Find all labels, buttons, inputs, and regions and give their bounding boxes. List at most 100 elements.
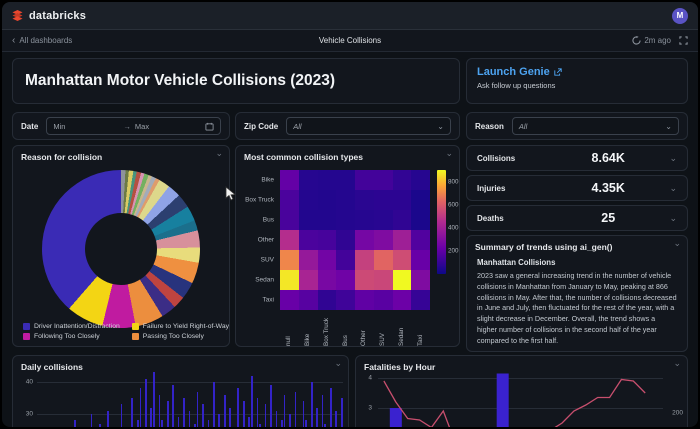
heatmap-cell <box>317 210 337 230</box>
heatmap-cell <box>411 270 430 290</box>
heatmap-cell <box>298 290 318 310</box>
zip-filter-label: Zip Code <box>244 121 279 131</box>
card-menu-chevron-icon[interactable]: ⌄ <box>669 182 677 193</box>
donut-legend: Driver Inattention/Distraction Failure t… <box>23 323 229 340</box>
y-axis-tick: 40 <box>25 378 33 386</box>
legend-swatch <box>23 323 30 330</box>
heatmap-col-label: SUV <box>379 333 387 346</box>
heatmap-cell <box>392 290 412 310</box>
chart-title: Most common collision types <box>244 152 364 162</box>
refresh-button[interactable]: 2m ago <box>632 36 671 45</box>
daily-bar <box>229 407 232 427</box>
reason-select[interactable]: All ⌄ <box>511 117 679 135</box>
card-menu-chevron-icon[interactable]: ⌄ <box>445 148 453 158</box>
external-link-icon <box>554 68 562 76</box>
heatmap-colorbar <box>437 170 446 274</box>
daily-bar <box>237 388 240 427</box>
heatmap-cell <box>355 250 374 270</box>
fatalities-bar <box>496 373 509 427</box>
user-avatar[interactable]: M <box>672 7 688 24</box>
heatmap-cell <box>355 170 374 190</box>
heatmap-cell <box>280 250 299 270</box>
kpi-value: 4.35K <box>591 181 625 195</box>
fatalities-bar <box>389 408 402 427</box>
heatmap-cell <box>411 290 430 310</box>
heatmap-cell <box>355 210 374 230</box>
chart-title: Daily collisions <box>21 362 83 372</box>
daily-bar <box>294 391 297 427</box>
y-axis-tick: 30 <box>25 410 33 418</box>
heatmap-cell <box>317 230 337 250</box>
heatmap-col-label: Sedan <box>397 327 405 346</box>
zip-filter-card: Zip Code All ⌄ <box>235 112 460 140</box>
zip-selected-value: All <box>293 121 302 131</box>
heatmap-cell <box>392 230 412 250</box>
launch-genie-label: Launch Genie <box>477 66 550 78</box>
heatmap-cell <box>298 170 318 190</box>
card-menu-chevron-icon[interactable]: ⌄ <box>673 238 681 248</box>
reason-filter-label: Reason <box>475 121 504 131</box>
card-menu-chevron-icon[interactable]: ⌄ <box>334 358 342 368</box>
heatmap-col-label: null <box>285 336 293 346</box>
heatmap-cell <box>280 170 299 190</box>
heatmap-cell <box>317 190 337 210</box>
daily-bar <box>153 372 155 427</box>
heatmap-col-label: Other <box>360 330 368 346</box>
kpi-value: 8.64K <box>591 151 625 165</box>
legend-swatch <box>23 333 30 340</box>
heatmap-cell <box>355 230 374 250</box>
fatalities-chart <box>383 373 646 427</box>
dashboard-canvas: Manhattan Motor Vehicle Collisions (2023… <box>2 52 698 427</box>
card-menu-chevron-icon[interactable]: ⌄ <box>673 358 681 368</box>
date-filter-label: Date <box>21 121 39 131</box>
daily-bar <box>305 420 308 427</box>
fullscreen-button[interactable] <box>679 36 688 45</box>
chevron-down-icon: ⌄ <box>437 121 444 131</box>
card-menu-chevron-icon[interactable]: ⌄ <box>215 148 223 158</box>
legend-label: Following Too Closely <box>34 333 100 340</box>
legend-item: Passing Too Closely <box>131 333 229 340</box>
heatmap-cell <box>336 210 355 230</box>
fullscreen-icon <box>679 36 688 45</box>
daily-bar <box>302 401 305 427</box>
heatmap-cell <box>298 230 318 250</box>
most-common-collision-types-card: Most common collision types ⌄ Bike Box Tr… <box>235 145 460 347</box>
launch-genie-link[interactable]: Launch Genie <box>477 66 677 78</box>
zip-select[interactable]: All ⌄ <box>286 117 451 135</box>
daily-bar <box>321 394 324 427</box>
genie-card: Launch Genie Ask follow up questions <box>466 58 688 104</box>
legend-item: Failure to Yield Right-of-Way <box>131 323 229 330</box>
daily-bar <box>275 410 278 427</box>
heatmap-cell <box>336 290 355 310</box>
heatmap-row-label: Other <box>257 236 274 244</box>
daily-bar <box>310 382 313 427</box>
breadcrumb-all-dashboards[interactable]: ‹ All dashboards <box>12 35 72 46</box>
date-filter-card: Date Min → Max <box>12 112 230 140</box>
daily-bar <box>256 398 259 427</box>
dashboard-title: Vehicle Collisions <box>318 36 382 45</box>
daily-bar <box>316 407 319 427</box>
card-menu-chevron-icon[interactable]: ⌄ <box>669 212 677 223</box>
heatmap-cell <box>317 270 337 290</box>
daily-bar <box>161 420 164 427</box>
calendar-icon <box>205 122 214 131</box>
chart-title: Fatalities by Hour <box>364 362 436 372</box>
heatmap-cell <box>355 290 374 310</box>
heatmap-cell <box>392 210 412 230</box>
daily-bar <box>280 420 283 427</box>
date-range-input[interactable]: Min → Max <box>46 117 221 135</box>
daily-bar <box>166 401 169 427</box>
daily-bar <box>242 401 245 427</box>
reason-for-collision-card: Reason for collision ⌄ Driver Inattentio… <box>12 145 230 347</box>
colorbar-tick: 400 <box>448 224 459 232</box>
daily-bar <box>150 407 153 427</box>
daily-bar <box>90 414 93 427</box>
daily-bar <box>196 391 199 427</box>
deaths-kpi-card: Deaths 25 ⌄ <box>466 205 688 231</box>
genie-subtitle: Ask follow up questions <box>477 81 556 90</box>
card-menu-chevron-icon[interactable]: ⌄ <box>669 152 677 163</box>
databricks-brand[interactable]: databricks <box>12 10 86 22</box>
legend-item: Following Too Closely <box>23 333 120 340</box>
daily-collisions-card: Daily collisions ⌄ 40 30 <box>12 355 349 427</box>
heatmap-cell <box>280 290 299 310</box>
